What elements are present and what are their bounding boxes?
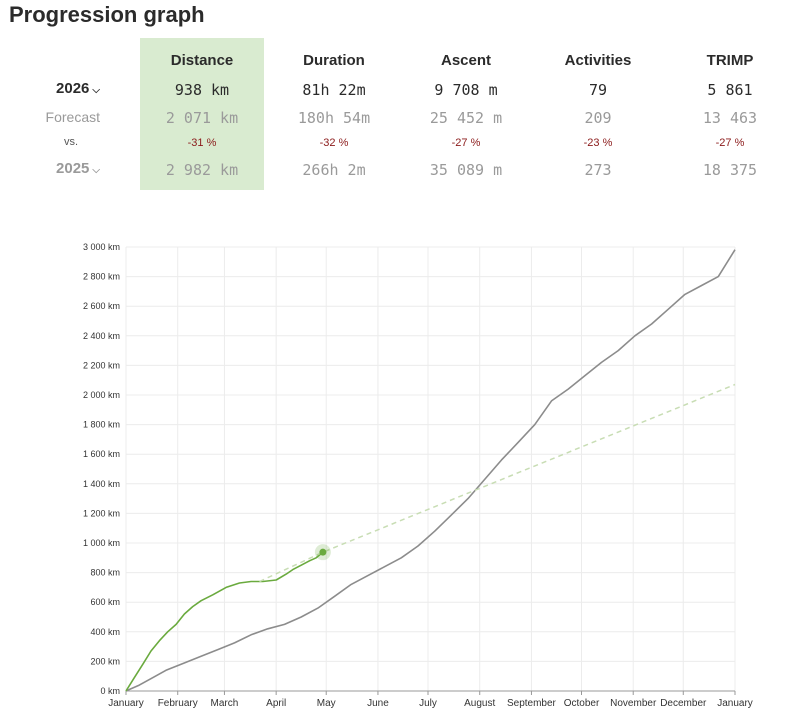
- current-trimp: 5 861: [707, 81, 753, 99]
- y-tick-label: 800 km: [90, 568, 120, 578]
- previous-trimp: 18 375: [702, 161, 758, 179]
- forecast-ascent: 25 452 m: [429, 109, 503, 127]
- forecast-activities: 209: [584, 109, 612, 127]
- current-point-marker: [319, 548, 327, 556]
- forecast-trimp: 13 463: [702, 109, 758, 127]
- col-header-trimp[interactable]: TRIMP: [706, 52, 754, 69]
- current-year-label: 2026: [56, 80, 90, 97]
- y-tick-label: 2 200 km: [83, 360, 120, 370]
- y-tick-label: 0 km: [100, 686, 120, 696]
- x-tick-label: March: [211, 698, 239, 709]
- y-tick-label: 1 400 km: [83, 479, 120, 489]
- y-tick-label: 200 km: [90, 656, 120, 666]
- col-header-duration[interactable]: Duration: [303, 52, 365, 69]
- series-line-2026: [125, 551, 324, 692]
- col-header-ascent[interactable]: Ascent: [440, 52, 492, 69]
- y-tick-label: 1 600 km: [83, 449, 120, 459]
- previous-distance: 2 982 km: [165, 161, 239, 179]
- x-tick-label: November: [610, 698, 657, 709]
- x-tick-label: August: [464, 698, 495, 709]
- y-tick-label: 2 800 km: [83, 272, 120, 282]
- y-tick-label: 3 000 km: [83, 242, 120, 252]
- page-title: Progression graph: [9, 2, 205, 27]
- pct-duration: -32 %: [319, 137, 349, 149]
- stats-table: Distance Duration Ascent Activities TRIM…: [0, 38, 804, 190]
- chevron-down-icon: ⌵: [92, 165, 100, 176]
- y-tick-label: 2 000 km: [83, 390, 120, 400]
- y-tick-label: 1 800 km: [83, 420, 120, 430]
- previous-duration: 266h 2m: [302, 161, 366, 179]
- col-header-activities[interactable]: Activities: [564, 52, 632, 69]
- y-tick-label: 600 km: [90, 597, 120, 607]
- x-tick-label: June: [367, 698, 389, 709]
- x-tick-label: September: [507, 698, 557, 709]
- pct-trimp: -27 %: [715, 137, 745, 149]
- previous-activities: 273: [584, 161, 612, 179]
- x-tick-label: May: [317, 698, 336, 709]
- current-ascent: 9 708 m: [434, 81, 498, 99]
- current-distance: 938 km: [174, 81, 230, 99]
- series-line-2025: [125, 249, 736, 692]
- x-tick-label: April: [266, 698, 286, 709]
- progression-chart[interactable]: 0 km 200 km 400 km 600 km 800 km 1 000 km 1 20…: [0, 230, 804, 710]
- current-activities: 79: [588, 81, 608, 99]
- pct-distance: -31 %: [187, 137, 217, 149]
- x-tick-label: December: [660, 698, 707, 709]
- forecast-distance: 2 071 km: [165, 109, 239, 127]
- current-year-selector[interactable]: 2026 ⌵: [0, 80, 100, 97]
- col-header-distance[interactable]: Distance: [170, 52, 234, 69]
- pct-activities: -23 %: [583, 137, 613, 149]
- y-tick-label: 1 000 km: [83, 538, 120, 548]
- distance-column-highlight: [140, 38, 264, 190]
- previous-year-selector[interactable]: 2025 ⌵: [0, 160, 100, 177]
- vs-label: vs.: [63, 136, 78, 148]
- y-tick-label: 400 km: [90, 627, 120, 637]
- forecast-duration: 180h 54m: [297, 109, 371, 127]
- x-tick-label: February: [158, 698, 198, 709]
- chevron-down-icon: ⌵: [92, 85, 100, 96]
- y-tick-label: 1 200 km: [83, 508, 120, 518]
- y-tick-label: 2 400 km: [83, 331, 120, 341]
- x-tick-label: January: [717, 698, 753, 709]
- current-duration: 81h 22m: [302, 81, 366, 99]
- x-tick-label: January: [108, 698, 144, 709]
- previous-ascent: 35 089 m: [429, 161, 503, 179]
- previous-year-label: 2025: [56, 160, 90, 177]
- y-tick-label: 2 600 km: [83, 301, 120, 311]
- forecast-label: Forecast: [45, 109, 100, 125]
- pct-ascent: -27 %: [451, 137, 481, 149]
- x-tick-label: July: [419, 698, 437, 709]
- x-tick-label: October: [564, 698, 600, 709]
